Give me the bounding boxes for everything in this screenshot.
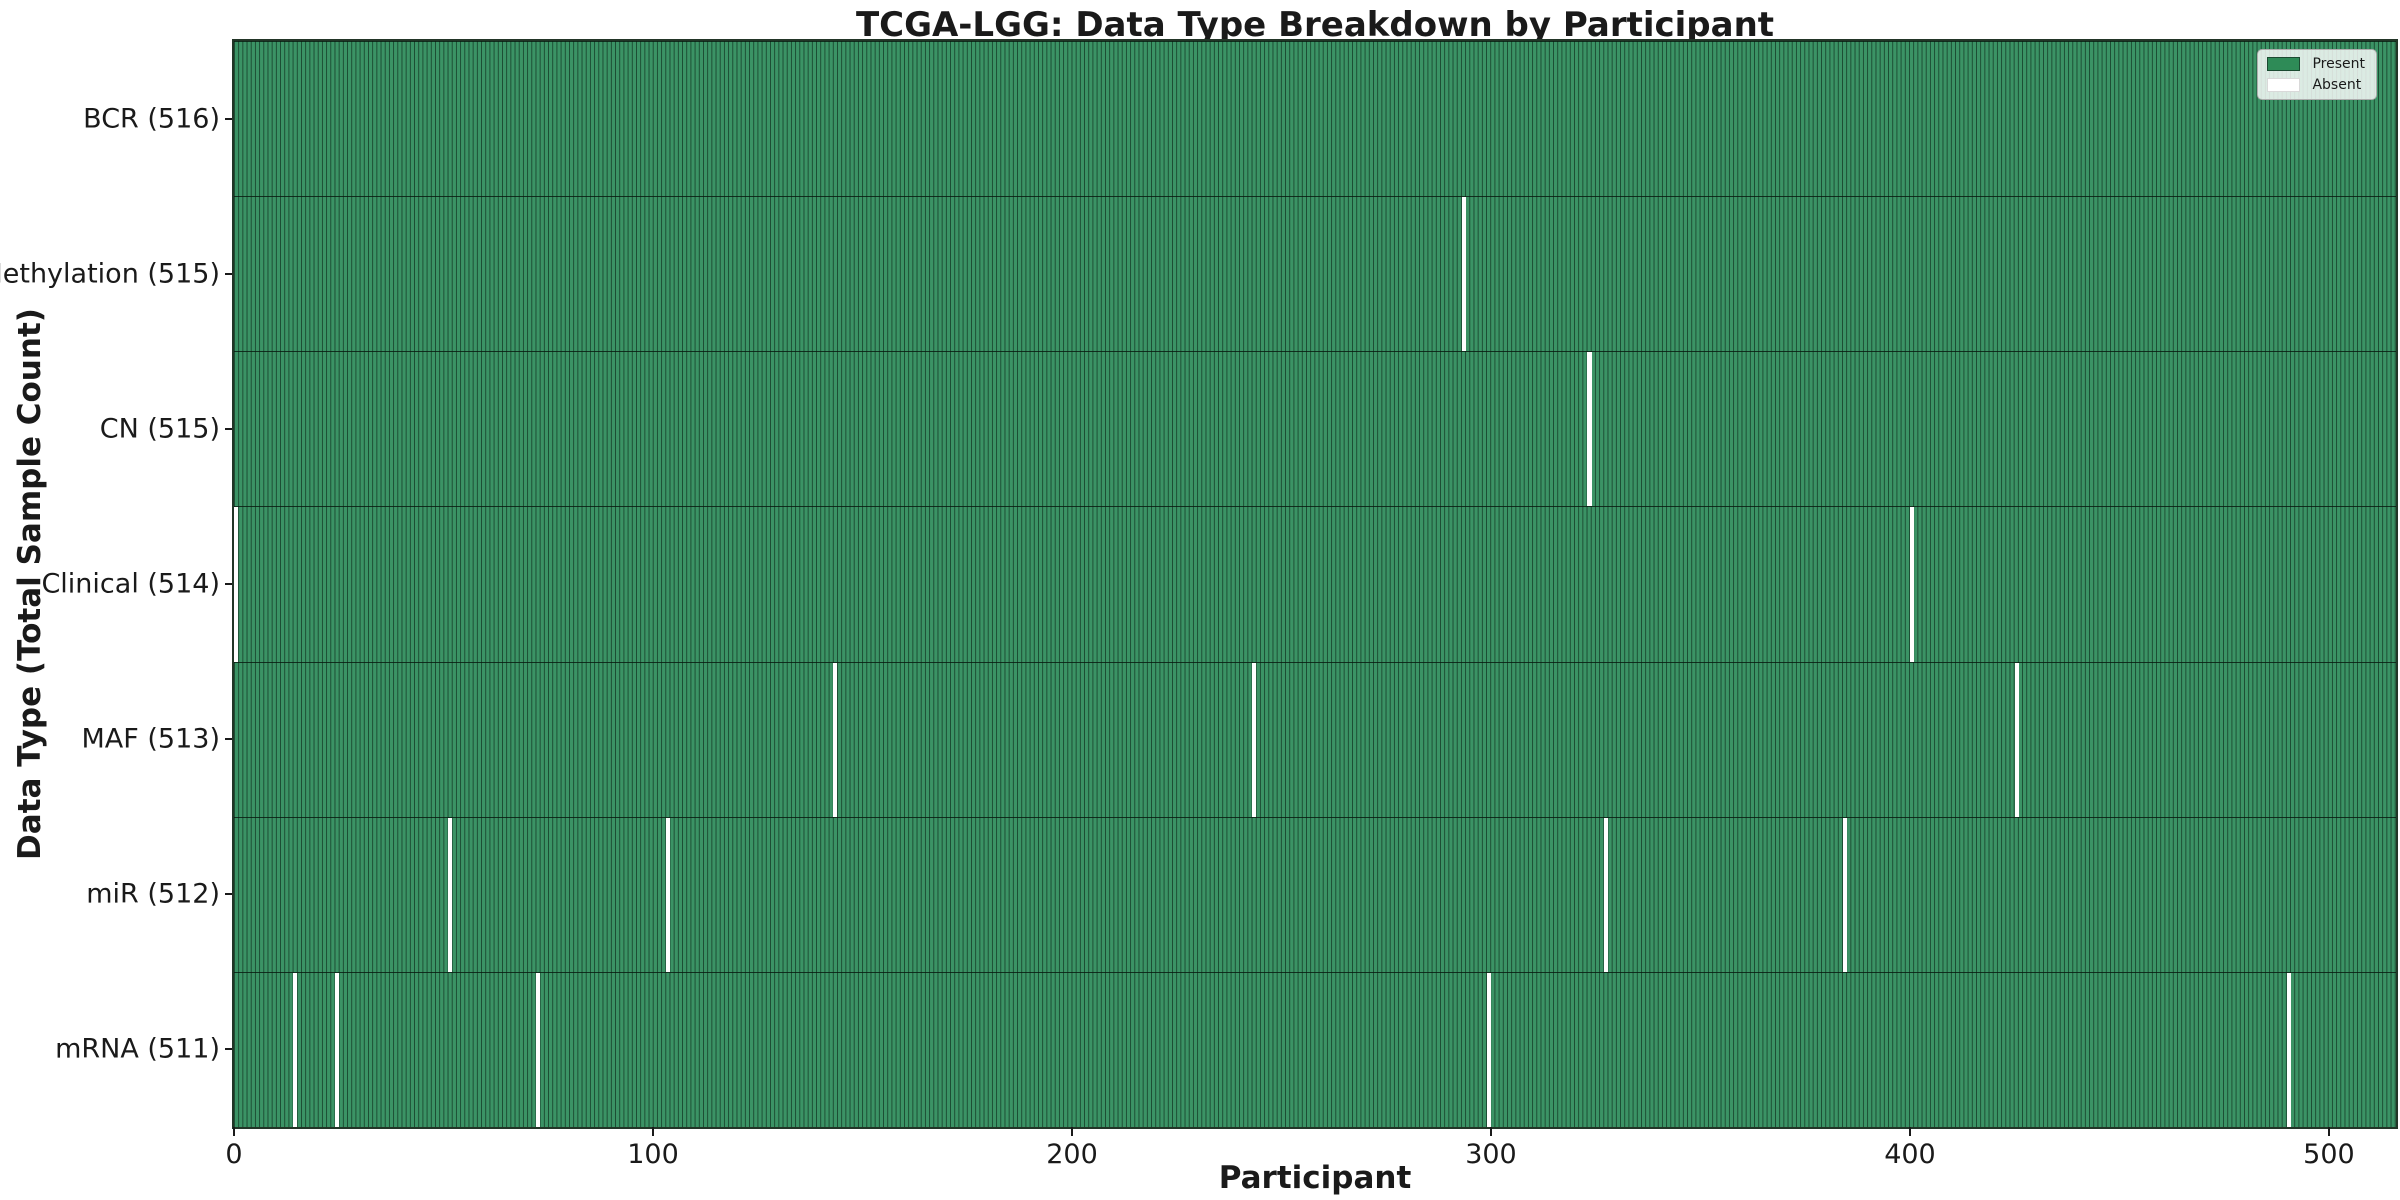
x-tick-label: 500 [2303, 1139, 2355, 1170]
x-tick-mark [651, 1127, 654, 1136]
x-tick-label: 200 [1046, 1139, 1098, 1170]
plot-area: Present Absent [232, 39, 2398, 1129]
absent-gap [1252, 662, 1257, 817]
y-tick-marks [225, 41, 234, 1127]
legend-entry-present: Present [2267, 57, 2365, 71]
y-category-label-methylation: Methylation (515) [0, 258, 220, 290]
y-tick-mark [225, 272, 234, 275]
row-clinical [234, 506, 2396, 662]
row-mrna [234, 971, 2396, 1127]
y-category-label-mrna: mRNA (511) [55, 1033, 220, 1065]
present-swatch-icon [2267, 57, 2301, 71]
row-maf [234, 661, 2396, 817]
y-category-label-clinical: Clinical (514) [41, 568, 220, 600]
x-tick-label: 300 [1465, 1139, 1517, 1170]
absent-gap [1587, 352, 1592, 507]
absent-gap [1461, 197, 1466, 352]
absent-gap [2014, 662, 2019, 817]
x-tick-mark [1070, 1127, 1073, 1136]
x-tick-mark [1489, 1127, 1492, 1136]
x-tick-label: 0 [225, 1139, 243, 1170]
absent-gap [833, 662, 838, 817]
y-tick-mark [225, 583, 234, 585]
y-category-label-maf: MAF (513) [81, 723, 220, 755]
y-category-label-bcr: BCR (516) [83, 103, 220, 135]
absent-gap [1842, 817, 1848, 972]
absent-gap [1909, 507, 1915, 662]
legend-label-present: Present [2312, 56, 2365, 72]
legend-label-absent: Absent [2312, 77, 2362, 93]
x-tick-mark [1908, 1127, 1911, 1136]
absent-gap [334, 972, 339, 1127]
y-category-label-cn: CN (515) [99, 413, 220, 445]
x-tick-mark [2327, 1127, 2330, 1136]
x-axis: 0 100 200 300 400 500 [225, 1127, 2396, 1187]
row-bcr [234, 41, 2396, 197]
y-tick-mark [225, 427, 234, 430]
y-tick-mark [225, 1048, 234, 1051]
row-methylation [234, 196, 2396, 352]
y-tick-mark [225, 117, 234, 120]
row-cn [234, 351, 2396, 507]
y-category-labels: BCR (516) Methylation (515) CN (515) Clinic… [0, 41, 220, 1127]
chart-title: TCGA-LGG: Data Type Breakdown by Partici… [855, 5, 1775, 45]
row-mir [234, 816, 2396, 972]
x-axis-label: Participant [1218, 1160, 1412, 1196]
y-tick-mark [225, 738, 234, 741]
absent-gap [447, 817, 452, 972]
y-category-label-mir: miR (512) [86, 878, 220, 910]
absent-gap [1486, 972, 1491, 1127]
absent-gap [535, 972, 540, 1127]
legend-entry-absent: Absent [2267, 78, 2365, 92]
absent-gap [1604, 817, 1609, 972]
absent-gap [665, 817, 670, 972]
absent-gap [292, 972, 297, 1127]
absent-gap [234, 507, 239, 662]
y-tick-mark [225, 893, 234, 896]
x-tick-mark [233, 1127, 235, 1136]
absent-swatch-icon [2267, 78, 2301, 92]
x-tick-label: 100 [627, 1139, 679, 1170]
absent-gap [2287, 972, 2292, 1127]
legend: Present Absent [2257, 49, 2377, 100]
x-tick-label: 400 [1884, 1139, 1936, 1170]
